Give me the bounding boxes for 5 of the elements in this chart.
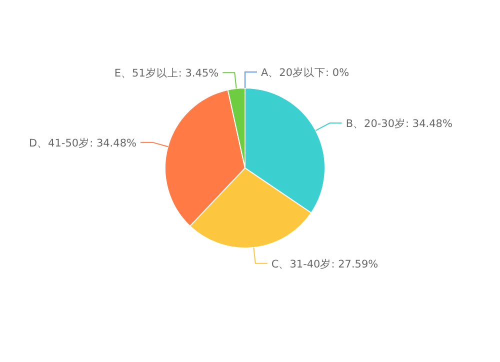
legend-label: A、20岁以下: 0% — [261, 66, 350, 79]
slice-label: C、31-40岁: 27.59% — [271, 258, 378, 270]
slice-label: D、41-50岁: 34.48% — [28, 137, 137, 150]
slice-label: E、51岁以上: 3.45% — [114, 66, 219, 80]
slice-label: B、20-30岁: 34.48% — [346, 118, 452, 130]
